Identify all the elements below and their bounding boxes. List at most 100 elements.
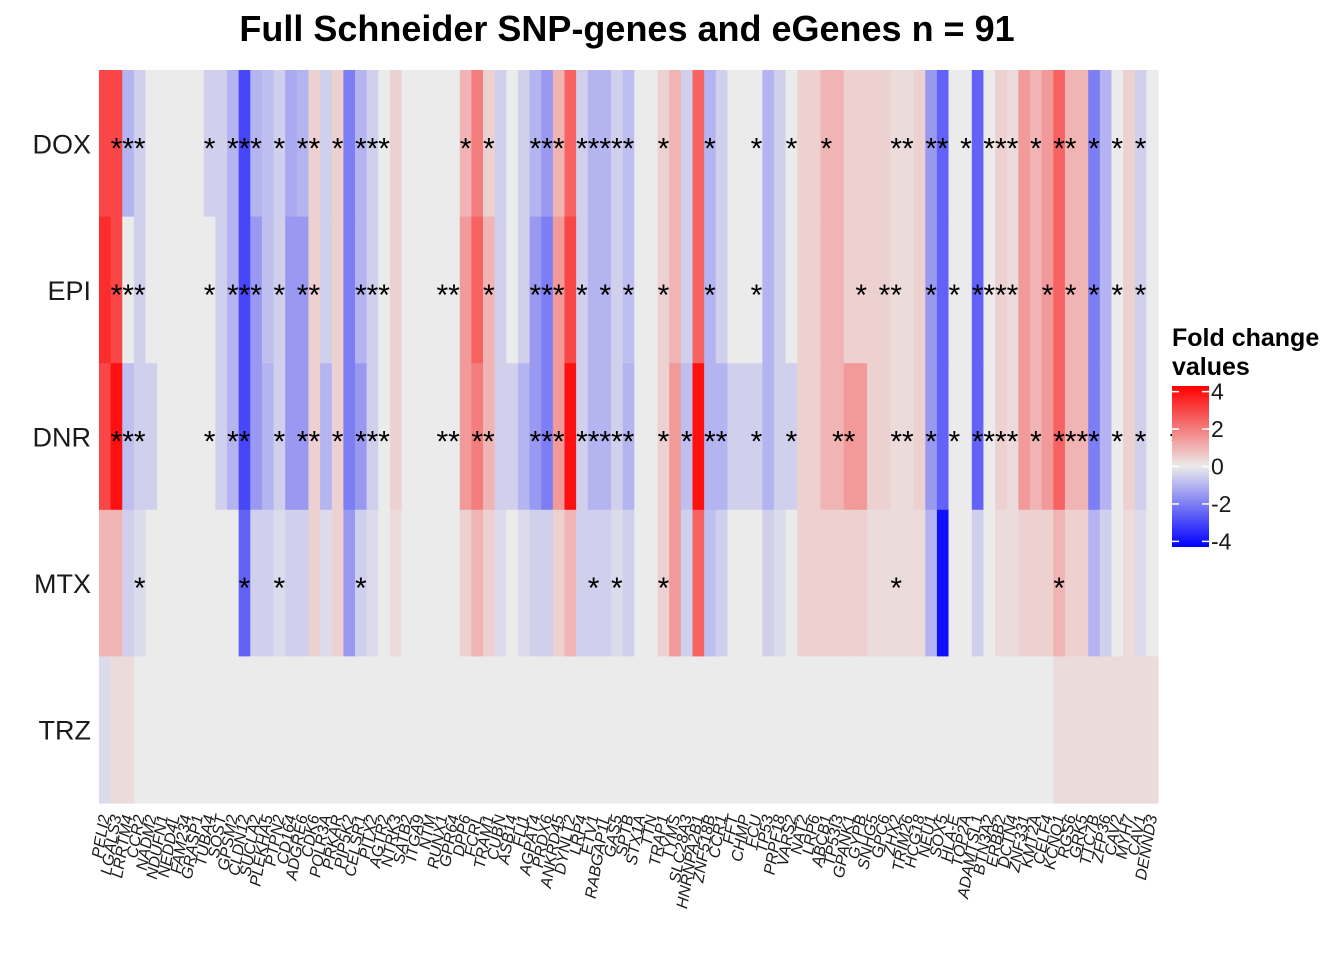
- heatmap-cell: [878, 363, 891, 511]
- heatmap-cell: [424, 216, 438, 364]
- heatmap-cell: [366, 216, 379, 364]
- significance-star: *: [949, 426, 961, 459]
- heatmap-cell: [250, 656, 263, 804]
- significance-star: *: [751, 279, 763, 312]
- significance-star: *: [308, 426, 320, 459]
- heatmap-cell: [215, 70, 228, 218]
- heatmap-cell: [459, 70, 472, 218]
- heatmap-cell: [238, 363, 251, 511]
- heatmap-cell: [133, 656, 147, 804]
- heatmap-cell: [157, 509, 170, 657]
- significance-star: *: [844, 426, 856, 459]
- heatmap-cell: [1123, 363, 1136, 511]
- heatmap-cell: [1006, 70, 1019, 218]
- heatmap-cell: [110, 656, 123, 804]
- heatmap-cell: [168, 70, 182, 218]
- significance-star: *: [227, 279, 239, 312]
- heatmap-cell: [587, 70, 601, 218]
- heatmap-cell: [157, 363, 170, 511]
- heatmap-cell: [983, 509, 996, 657]
- significance-star: *: [460, 132, 472, 165]
- heatmap-cell: [308, 363, 321, 511]
- heatmap-cell: [1088, 70, 1101, 218]
- heatmap-cell: [704, 509, 717, 657]
- significance-star: *: [611, 132, 623, 165]
- heatmap-cell: [355, 509, 368, 657]
- heatmap-cell: [564, 363, 577, 511]
- heatmap-cell: [355, 363, 368, 511]
- heatmap-cell: [797, 70, 810, 218]
- heatmap-cell: [867, 363, 880, 511]
- significance-star: *: [1007, 132, 1019, 165]
- heatmap-cell: [715, 363, 729, 511]
- heatmap-cell: [634, 509, 647, 657]
- heatmap-cell: [413, 656, 426, 804]
- significance-star: *: [1088, 426, 1100, 459]
- heatmap-cell: [785, 656, 798, 804]
- heatmap-cell: [820, 216, 833, 364]
- significance-star: *: [134, 426, 146, 459]
- heatmap-cell: [576, 216, 589, 364]
- heatmap-cell: [366, 363, 379, 511]
- significance-star: *: [983, 279, 995, 312]
- heatmap-cell: [1111, 216, 1124, 364]
- significance-star: *: [541, 426, 553, 459]
- column-label: LRP4: [567, 814, 591, 856]
- significance-star: *: [355, 132, 367, 165]
- heatmap-cell: [657, 363, 670, 511]
- heatmap-cell: [378, 70, 391, 218]
- heatmap-cell: [948, 70, 961, 218]
- heatmap-cell: [1053, 656, 1066, 804]
- heatmap-cell: [541, 363, 554, 511]
- legend-tick-label: -4: [1211, 528, 1232, 554]
- significance-star: *: [902, 426, 914, 459]
- significance-star: *: [448, 279, 460, 312]
- significance-star: *: [274, 572, 286, 605]
- heatmap-cell: [180, 70, 193, 218]
- significance-star: *: [623, 132, 635, 165]
- significance-star: *: [1065, 426, 1077, 459]
- heatmap-cell: [773, 656, 787, 804]
- heatmap-cell: [389, 656, 403, 804]
- heatmap-cell: [192, 656, 205, 804]
- significance-star: *: [1053, 132, 1065, 165]
- significance-star: *: [122, 426, 134, 459]
- heatmap-cell: [645, 509, 659, 657]
- heatmap-cell: [1064, 509, 1078, 657]
- heatmap-cell: [192, 70, 205, 218]
- heatmap-cell: [273, 216, 286, 364]
- heatmap-cell: [832, 656, 845, 804]
- heatmap-cell: [960, 656, 973, 804]
- heatmap-cell: [704, 216, 717, 364]
- heatmap-cell: [913, 363, 926, 511]
- heatmap-cell: [599, 70, 612, 218]
- heatmap-cell: [343, 216, 356, 364]
- significance-star: *: [227, 426, 239, 459]
- heatmap-cell: [564, 216, 577, 364]
- heatmap-cell: [436, 363, 449, 511]
- heatmap-cell: [925, 363, 938, 511]
- significance-star: *: [436, 279, 448, 312]
- heatmap-cell: [238, 216, 251, 364]
- heatmap-cell: [459, 216, 472, 364]
- column-label: FFT: [720, 813, 742, 846]
- heatmap-cell: [657, 70, 670, 218]
- heatmap-cell: [552, 656, 566, 804]
- heatmap-cell: [692, 363, 705, 511]
- heatmap-cell: [704, 363, 717, 511]
- significance-star: *: [1111, 279, 1123, 312]
- heatmap-cell: [1041, 509, 1054, 657]
- heatmap-cell: [634, 70, 647, 218]
- heatmap-cell: [750, 363, 763, 511]
- heatmap-cell: [680, 656, 694, 804]
- column-label: FLI1: [510, 814, 532, 848]
- heatmap-cell: [936, 363, 950, 511]
- significance-star: *: [367, 426, 379, 459]
- significance-star: *: [611, 572, 623, 605]
- significance-star: *: [111, 279, 123, 312]
- heatmap-cell: [494, 216, 507, 364]
- heatmap-cell: [1064, 656, 1078, 804]
- heatmap-cell: [320, 363, 333, 511]
- significance-star: *: [367, 132, 379, 165]
- significance-star: *: [890, 279, 902, 312]
